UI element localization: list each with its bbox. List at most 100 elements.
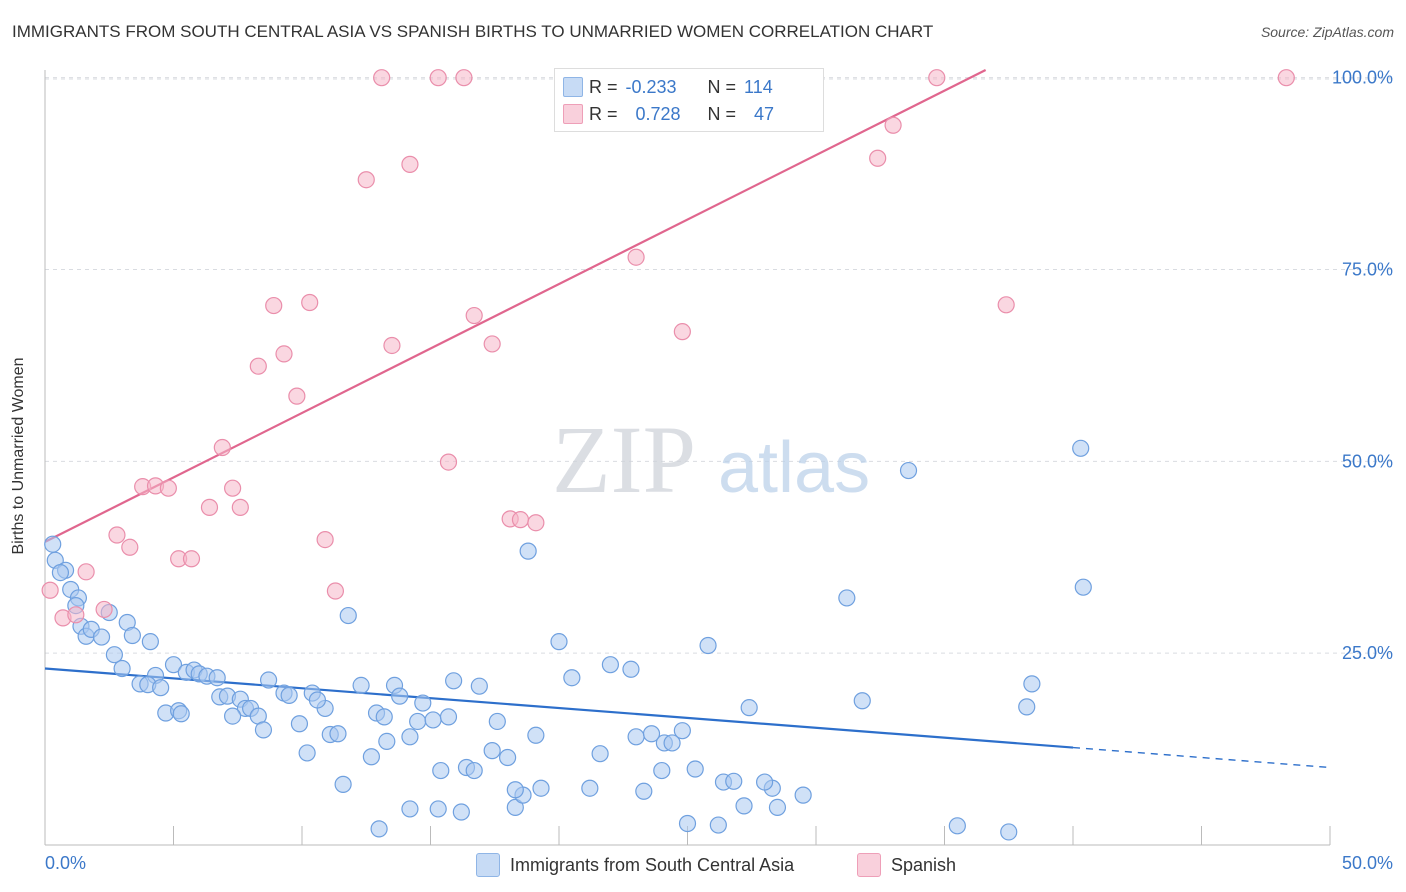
- blue-point: [1072, 439, 1090, 457]
- x-tick-label: 0.0%: [45, 853, 86, 873]
- stats-row-blue: R = -0.233 N = 114: [563, 74, 773, 100]
- pink-r-label: R =: [589, 103, 618, 124]
- blue-point: [488, 712, 506, 731]
- tick-labels: 25.0% 50.0% 75.0% 100.0% 0.0% 50.0%: [45, 68, 1393, 873]
- pink-point: [465, 306, 483, 325]
- pink-point: [224, 479, 242, 497]
- pink-point: [213, 438, 231, 457]
- gridlines: [45, 77, 1392, 654]
- watermark-atlas: atlas: [718, 428, 870, 508]
- pink-point: [884, 116, 902, 134]
- pink-point: [316, 531, 334, 549]
- legend-item-blue[interactable]: Immigrants from South Central Asia: [476, 852, 794, 878]
- y-tick-label: 25.0%: [1342, 643, 1393, 663]
- blue-point: [591, 745, 609, 763]
- pink-point: [200, 498, 219, 516]
- watermark-zip: ZIP: [552, 406, 696, 513]
- pink-point: [869, 149, 887, 167]
- blue-point: [113, 659, 131, 678]
- blue-point: [1023, 675, 1041, 693]
- blue-point: [483, 742, 501, 760]
- blue-point: [290, 715, 309, 733]
- pink-point: [95, 600, 113, 619]
- blue-point: [627, 728, 645, 746]
- blue-point: [308, 691, 327, 709]
- pink-point: [231, 498, 249, 516]
- blue-point: [414, 694, 432, 712]
- y-tick-label: 50.0%: [1342, 451, 1393, 471]
- pink-swatch: [563, 104, 583, 124]
- blue-point: [44, 535, 62, 553]
- pink-point: [357, 171, 375, 189]
- blue-point: [429, 800, 447, 818]
- pink-point: [383, 336, 401, 355]
- pink-point: [301, 293, 319, 312]
- pink-point: [326, 582, 345, 600]
- blue-point: [452, 803, 470, 821]
- blue-point: [254, 721, 273, 739]
- blue-point: [141, 633, 159, 651]
- blue-point: [527, 726, 545, 744]
- blue-point: [735, 797, 753, 815]
- pink-point: [159, 479, 177, 497]
- blue-point: [699, 636, 717, 655]
- blue-point: [409, 712, 427, 731]
- blue-point: [768, 798, 787, 817]
- blue-point: [899, 461, 918, 480]
- blue-point: [339, 606, 357, 625]
- pink-point: [288, 387, 306, 405]
- pink-trend-line: [44, 69, 987, 543]
- blue-point: [1018, 698, 1036, 716]
- blue-point: [642, 725, 661, 743]
- blue-point: [378, 732, 396, 751]
- blue-point: [550, 633, 568, 651]
- blue-point: [105, 646, 123, 664]
- legend-pink-swatch: [857, 853, 881, 877]
- blue-point: [470, 677, 488, 695]
- pink-point: [121, 538, 139, 556]
- pink-point: [627, 248, 645, 266]
- stats-row-pink: R = 0.728 N = 47: [563, 101, 774, 127]
- blue-point: [519, 542, 537, 560]
- blue-point: [298, 744, 316, 762]
- legend-item-pink[interactable]: Spanish: [857, 852, 956, 878]
- pink-n-label: N =: [707, 103, 737, 124]
- blue-point: [401, 800, 419, 818]
- pink-point: [439, 453, 458, 471]
- blue-point: [152, 679, 170, 697]
- blue-point: [838, 589, 856, 607]
- blue-point: [740, 699, 758, 717]
- blue-point: [164, 656, 183, 674]
- legend-pink-label: Spanish: [891, 854, 957, 875]
- blue-trend-extension: [1072, 746, 1331, 769]
- source-label: Source: ZipAtlas.com: [1260, 24, 1394, 40]
- pink-point: [429, 69, 447, 87]
- stats-box: R = -0.233 N = 114 R = 0.728 N = 47: [554, 68, 824, 132]
- blue-point: [280, 686, 298, 704]
- blue-point: [370, 820, 388, 838]
- blue-point: [1000, 823, 1018, 841]
- blue-point: [208, 669, 226, 687]
- blue-point: [445, 672, 463, 690]
- blue-point: [391, 687, 409, 705]
- pink-point: [41, 581, 59, 599]
- blue-point: [439, 708, 458, 726]
- pink-point: [455, 69, 473, 87]
- blue-point: [755, 773, 774, 791]
- blue-r-label: R =: [589, 76, 618, 97]
- pink-point: [401, 155, 419, 173]
- blue-point: [92, 628, 111, 646]
- blue-point: [635, 782, 653, 800]
- pink-point: [67, 606, 85, 624]
- blue-point: [362, 748, 380, 766]
- pink-point: [997, 296, 1015, 314]
- blue-point: [853, 692, 871, 710]
- pink-point: [527, 514, 545, 532]
- y-tick-label: 75.0%: [1342, 260, 1393, 280]
- blue-point: [673, 722, 691, 740]
- blue-point: [352, 676, 370, 694]
- blue-point: [224, 707, 242, 725]
- blue-r-value: -0.233: [625, 76, 677, 97]
- x-tick-label: 50.0%: [1342, 853, 1393, 873]
- pink-point: [673, 323, 691, 341]
